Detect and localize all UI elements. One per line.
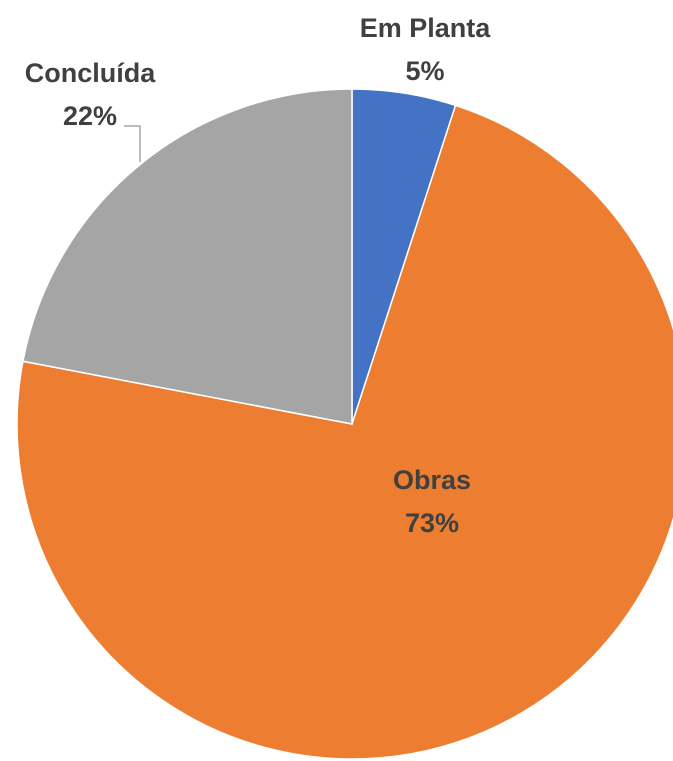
slice-value-label: 22%: [63, 101, 117, 131]
pie-slice: [16, 104, 673, 760]
slice-category-label: Obras: [393, 465, 471, 495]
leader-line: [124, 125, 141, 162]
slice-category-label: Em Planta: [360, 13, 492, 43]
slice-value-label: 73%: [405, 508, 459, 538]
data-labels: Em Planta 5% Obras 73% Concluída 22%: [25, 13, 492, 538]
slice-category-label: Concluída: [25, 58, 156, 88]
pie-slice: [22, 88, 353, 425]
pie: [16, 88, 673, 760]
slice-value-label: 5%: [405, 56, 444, 86]
